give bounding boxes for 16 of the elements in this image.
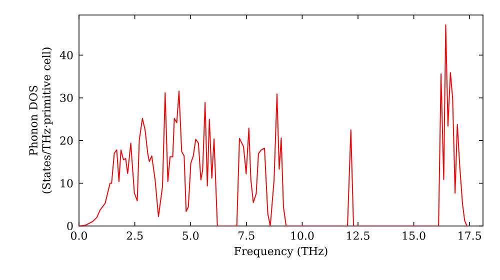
x-tick-label: 17.5 (458, 232, 481, 240)
x-tick-label: 7.5 (238, 232, 254, 240)
x-tick-label: 0.0 (70, 232, 88, 240)
y-tick-label: 40 (60, 50, 73, 60)
x-tick-label: 12.5 (347, 232, 370, 240)
x-axis-title: Frequency (THz) (234, 246, 328, 258)
x-tick-label: 2.5 (126, 232, 143, 240)
line-series (79, 24, 469, 226)
x-tick-label: 10.0 (291, 232, 314, 240)
y-axis-title: Phonon DOS (States/THz·primitive cell) (28, 48, 53, 194)
x-tick-label: 5.0 (182, 232, 199, 240)
y-tick-label: 0 (67, 222, 73, 230)
x-tick-label: 15.0 (402, 232, 426, 240)
y-tick-label: 10 (60, 179, 73, 188)
y-tick-label: 20 (60, 136, 73, 145)
y-tick-label: 30 (60, 94, 73, 102)
